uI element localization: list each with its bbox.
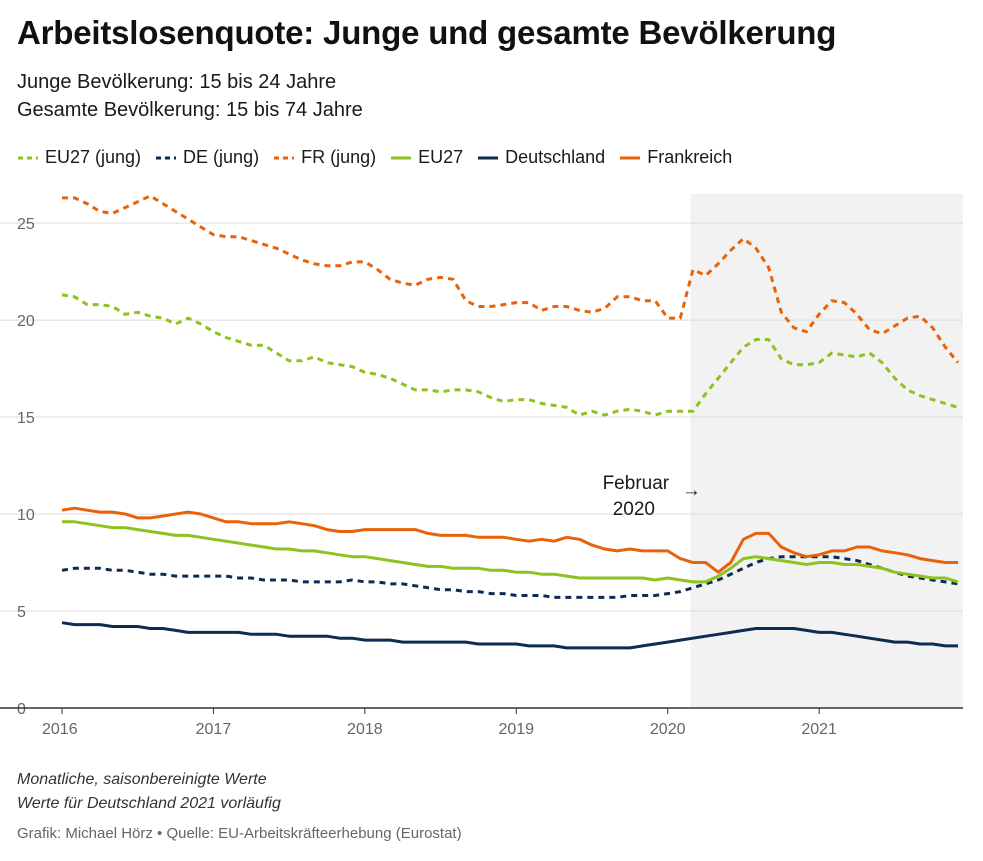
legend-dashed-line-icon	[18, 156, 38, 159]
series-line-deutschland[interactable]	[61, 621, 958, 650]
x-tick-label: 2017	[196, 721, 232, 738]
subtitle-total: Gesamte Bevölkerung: 15 bis 74 Jahre	[17, 99, 363, 121]
y-tick-label: 15	[17, 410, 35, 427]
legend-label: DE (jung)	[183, 147, 260, 167]
y-tick-label: 0	[17, 701, 26, 718]
gridlines	[0, 222, 963, 612]
x-tick-label: 2018	[347, 721, 383, 738]
series-line-fr-jung[interactable]	[62, 194, 960, 364]
legend-label: EU27 (jung)	[45, 147, 142, 167]
line-chart: 0 5 10 15 20 25 2016 2017 2018 2019 2020 2021 Febru…	[0, 194, 963, 738]
legend-item-fr-jung[interactable]: FR (jung)	[273, 147, 376, 168]
y-tick-label: 5	[17, 604, 26, 621]
legend-label: EU27	[418, 147, 464, 167]
legend-solid-line-icon	[391, 156, 412, 159]
arrow-right-icon: →	[682, 480, 701, 501]
subtitle-young: Junge Bevölkerung: 15 bis 24 Jahre	[17, 71, 337, 93]
series-lines	[61, 194, 960, 650]
series-line-frankreich[interactable]	[61, 506, 958, 574]
source-credit: Grafik: Michael Hörz • Quelle: EU-Arbeit…	[17, 825, 462, 842]
legend-dashed-line-icon	[156, 156, 177, 159]
y-tick-label: 20	[17, 313, 35, 330]
annotation: Februar 2020 →	[603, 473, 701, 520]
x-tick-label: 2016	[42, 721, 78, 738]
legend-item-deutschland[interactable]: Deutschland	[477, 147, 605, 168]
axes: 0 5 10 15 20 25 2016 2017 2018 2019 2020 2021	[0, 216, 963, 738]
x-tick-label: 2020	[650, 721, 686, 738]
legend: EU27 (jung) DE (jung) FR (jung) EU27 Deu…	[17, 147, 746, 168]
annotation-text-line2: 2020	[613, 499, 655, 520]
legend-item-eu27-jung[interactable]: EU27 (jung)	[17, 147, 141, 168]
x-tick-label: 2021	[801, 721, 837, 738]
series-line-eu27[interactable]	[62, 520, 959, 584]
y-tick-label: 25	[17, 216, 35, 233]
legend-item-de-jung[interactable]: DE (jung)	[155, 147, 259, 168]
legend-label: FR (jung)	[301, 147, 377, 167]
legend-label: Deutschland	[505, 147, 606, 167]
footnote-1: Monatliche, saisonbereinigte Werte	[17, 771, 267, 788]
x-tick-label: 2019	[498, 721, 534, 738]
annotation-text-line1: Februar	[603, 473, 670, 494]
shaded-region	[690, 194, 963, 708]
legend-solid-line-icon	[478, 156, 499, 159]
chart-title: Arbeitslosenquote: Junge und gesamte Bev…	[17, 14, 837, 51]
legend-solid-line-icon	[620, 156, 641, 159]
y-tick-label: 10	[17, 507, 35, 524]
footnote-2: Werte für Deutschland 2021 vorläufig	[17, 795, 281, 812]
legend-item-eu27[interactable]: EU27	[390, 147, 463, 168]
legend-label: Frankreich	[647, 147, 733, 167]
legend-item-frankreich[interactable]: Frankreich	[619, 147, 732, 168]
series-line-eu27-jung[interactable]	[61, 293, 959, 417]
legend-dashed-line-icon	[274, 156, 295, 159]
